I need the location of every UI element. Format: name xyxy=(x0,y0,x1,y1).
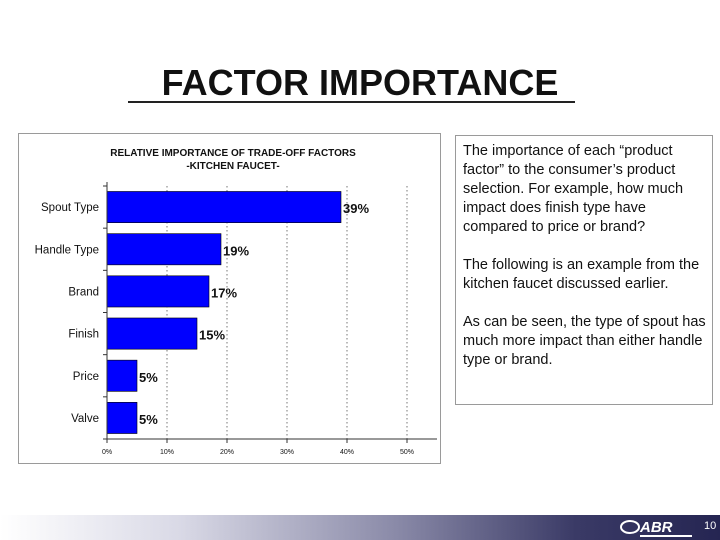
value-label: 15% xyxy=(199,328,225,343)
category-label: Price xyxy=(73,371,99,383)
category-label: Valve xyxy=(71,413,99,425)
bar-valve xyxy=(106,402,138,434)
category-label: Finish xyxy=(68,329,99,341)
x-tick-label: 50% xyxy=(400,449,414,456)
x-tick-label: 30% xyxy=(280,449,294,456)
x-tick-label: 0% xyxy=(102,449,112,456)
bar-price xyxy=(106,359,138,392)
category-label: Brand xyxy=(68,286,99,298)
abr-logo: ABR xyxy=(620,519,692,537)
page-number: 10 xyxy=(704,520,717,532)
grid-lines xyxy=(166,186,408,439)
explanation-paragraph-3: As can be seen, the type of spout has mu… xyxy=(463,314,706,368)
bar-brand xyxy=(106,275,210,308)
bars: Spout Type 39% Handle Type 19% Brand 17% Finis… xyxy=(35,191,369,434)
bar-spout-type xyxy=(106,191,342,223)
footer-bar xyxy=(0,515,720,540)
bar-finish xyxy=(106,317,198,350)
explanation-paragraph-1: The importance of each “product factor” … xyxy=(463,143,684,235)
value-label: 19% xyxy=(223,243,249,258)
value-label: 5% xyxy=(139,412,158,427)
bar-chart: RELATIVE IMPORTANCE OF TRADE-OFF FACTORS… xyxy=(35,148,437,456)
value-label: 17% xyxy=(211,285,237,300)
category-label: Spout Type xyxy=(41,202,99,214)
title-underline xyxy=(128,101,575,103)
chart-panel: RELATIVE IMPORTANCE OF TRADE-OFF FACTORS… xyxy=(18,133,441,464)
value-label: 5% xyxy=(139,370,158,385)
slide-title: FACTOR IMPORTANCE xyxy=(161,62,559,103)
bar-handle-type xyxy=(106,233,222,266)
x-tick-label: 20% xyxy=(220,449,234,456)
logo-text: ABR xyxy=(639,519,673,536)
x-tick-label: 10% xyxy=(160,449,174,456)
chart-title: RELATIVE IMPORTANCE OF TRADE-OFF FACTORS xyxy=(110,148,356,159)
x-tick-label: 40% xyxy=(340,449,354,456)
axes: 0% 10% 20% 30% 40% 50% xyxy=(102,182,437,456)
explanation-paragraph-2: The following is an example from the kit… xyxy=(463,257,700,292)
value-label: 39% xyxy=(343,201,369,216)
chart-subtitle: -KITCHEN FAUCET- xyxy=(186,161,279,172)
explanation-textbox: The importance of each “product factor” … xyxy=(455,135,713,405)
category-label: Handle Type xyxy=(35,244,99,256)
